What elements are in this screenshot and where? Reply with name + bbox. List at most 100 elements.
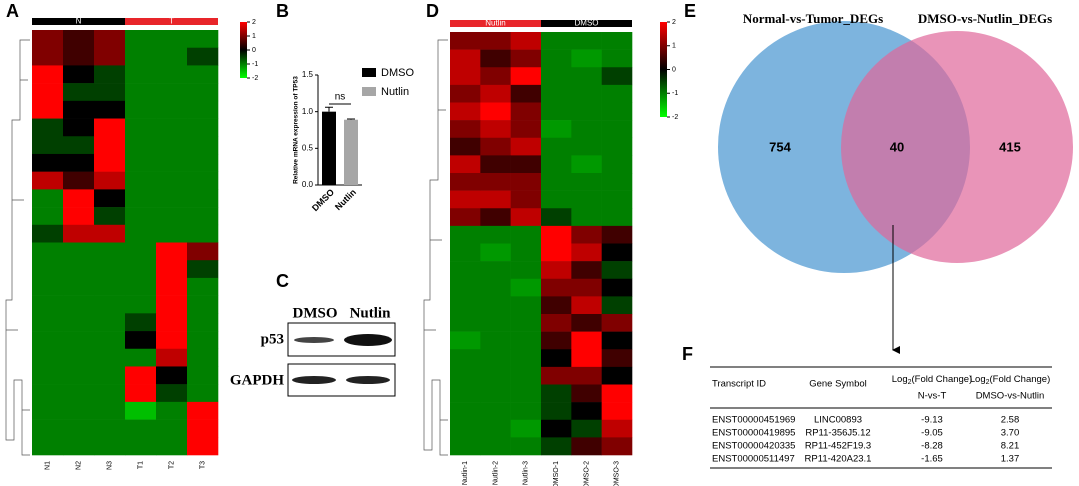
heat-cell [156,65,188,84]
heat-cell [480,384,511,403]
heat-cell [32,189,64,208]
heat-cell [32,224,64,243]
heat-cell [187,242,219,261]
heat-cell [63,437,95,456]
heat-cell [32,437,64,456]
column-label: N3 [106,461,113,470]
heat-cell [32,118,64,137]
heat-cell [510,49,542,68]
heat-cell [63,189,95,208]
heat-cell [63,419,95,438]
table-header: Gene Symbol [809,379,867,390]
column-label: T3 [199,461,206,469]
heat-cell [541,349,572,368]
band [346,376,390,384]
heat-cell [450,173,481,191]
heat-cell [187,260,219,279]
heat-cell [156,47,188,66]
heat-cell [541,419,572,438]
colorbar-label: 1 [672,43,676,50]
heat-cell [541,366,572,385]
group-bar [32,18,125,25]
error-bar [347,118,355,120]
heat-cell [187,277,219,296]
heat-cell [450,366,481,385]
group-label: DMSO [575,19,599,28]
band [344,334,392,346]
heat-cell [510,137,542,156]
heat-cell [63,401,95,420]
heat-cell [480,314,511,332]
heat-cell [601,208,633,227]
table-cell: RP11-420A23.1 [805,454,872,465]
annotation: ns [335,92,346,103]
heat-cell [601,102,633,121]
heat-cell [187,136,219,155]
header-part: Log [970,374,986,385]
heat-cell [156,419,188,438]
heat-cell [125,207,157,226]
heat-cell [187,100,219,119]
heat-cell [601,384,633,403]
set-label: DMSO-vs-Nutlin_DEGs [918,11,1052,26]
heat-cell [94,224,126,243]
heat-cell [32,277,64,296]
heat-cell [187,171,219,190]
panel-label: B [276,1,289,21]
x-tick-label: DMSO [310,187,336,213]
heat-cell [94,118,126,137]
heat-cell [480,32,511,50]
colorbar [660,22,667,117]
heat-cell [571,49,602,68]
heat-cell [32,313,64,332]
heat-cell [94,47,126,66]
heat-cell [32,30,64,49]
heat-cell [94,313,126,332]
table-cell: -1.65 [921,454,943,465]
heat-cell [187,83,219,102]
colorbar-label: 2 [672,19,676,26]
heat-cell [541,225,572,244]
dendrogram [423,39,448,456]
colorbar-label: 0 [252,47,256,54]
heat-cell [510,296,542,315]
column-label: Nutlin-1 [462,461,469,485]
heat-cell [156,384,188,403]
y-tick-label: 0.5 [302,143,314,152]
panel-label: F [682,344,693,364]
column-label: DMSO-1 [553,461,560,486]
column-label: DMSO-3 [614,461,621,486]
heat-cell [601,366,633,385]
heat-cell [187,401,219,420]
heat-cell [601,49,633,68]
heat-cell [125,242,157,261]
heat-cell [480,437,511,456]
heat-cell [480,84,511,103]
heat-cell [601,32,633,50]
colorbar [240,22,247,78]
heat-cell [480,296,511,315]
heat-cell [187,65,219,84]
heat-cell [94,242,126,261]
heat-cell [63,366,95,385]
colorbar-label: -2 [252,75,258,82]
header-sub: 2 [908,379,912,386]
colorbar-label: -1 [672,90,678,97]
heat-cell [601,331,633,350]
table-cell: LINC00893 [814,415,862,426]
heat-cell [32,384,64,403]
heat-cell [450,102,481,121]
bar [344,119,358,185]
heat-cell [125,136,157,155]
group-bar [125,18,218,25]
table-header: Log2(Fold Change) [970,374,1051,387]
heat-cell [510,384,542,403]
count: 754 [769,139,791,154]
heat-cell [450,402,481,421]
header-part: (Fold Change) [990,374,1051,385]
heat-cell [601,437,633,456]
heat-cell [94,171,126,190]
heat-cell [450,32,481,50]
heat-cell [510,349,542,368]
heat-cell [32,83,64,102]
